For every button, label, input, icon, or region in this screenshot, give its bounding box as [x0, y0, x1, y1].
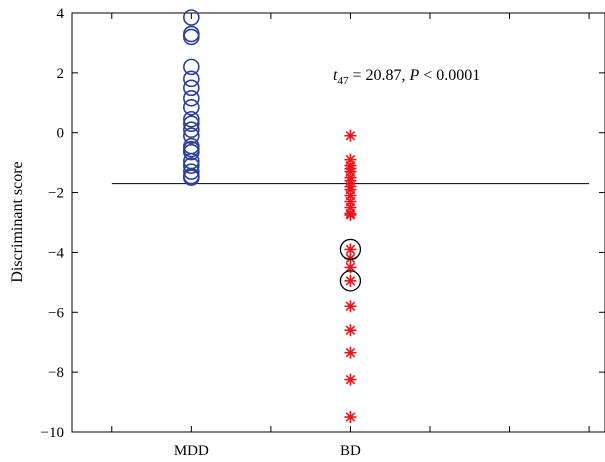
- x-tick-label: MDD: [174, 443, 209, 459]
- statistic-annotation: t47 = 20.87, P < 0.0001: [333, 67, 480, 87]
- bd-point: [344, 261, 357, 274]
- p-symbol: P: [408, 67, 419, 84]
- plot-area-frame: [71, 12, 605, 433]
- mdd-point: [183, 28, 200, 46]
- mdd-point: [183, 127, 200, 145]
- t-value: = 20.87,: [348, 67, 409, 84]
- mdd-point: [183, 115, 200, 133]
- bd-point: [344, 243, 357, 256]
- mdd-point: [183, 110, 200, 128]
- y-tick-label: −2: [48, 186, 64, 202]
- data-marks: [183, 9, 362, 424]
- mdd-point: [183, 121, 200, 139]
- y-tick-labels: 4 2 0 −2 −4 −6 −8 −10: [41, 6, 65, 441]
- mdd-point: [183, 70, 200, 88]
- bd-point: [344, 209, 357, 222]
- y-tick-label: −6: [48, 305, 64, 321]
- highlight-circle: [339, 238, 362, 261]
- y-tick-label: −4: [48, 245, 64, 261]
- mdd-point: [183, 9, 200, 26]
- t-symbol: t: [333, 67, 338, 84]
- y-tick-label: 0: [57, 126, 65, 142]
- y-tick-label: 4: [57, 6, 65, 22]
- highlight-circle: [339, 270, 362, 292]
- mdd-point: [183, 163, 200, 180]
- bd-point: [344, 346, 357, 359]
- mdd-point: [183, 157, 200, 174]
- y-tick-label: −10: [41, 425, 64, 441]
- x-tick-label: BD: [340, 443, 361, 459]
- t-subscript: 47: [337, 75, 349, 87]
- mdd-point: [183, 89, 200, 107]
- bd-point: [344, 129, 357, 142]
- x-tick-labels: MDD BD: [174, 443, 361, 459]
- y-tick-label: −8: [48, 365, 64, 381]
- p-value: < 0.0001: [419, 67, 480, 84]
- bd-point: [344, 324, 357, 337]
- mdd-point: [183, 58, 200, 76]
- y-tick-label: 2: [57, 66, 65, 82]
- bd-point: [344, 300, 357, 313]
- mdd-point: [183, 169, 200, 186]
- axis-ticks: [72, 12, 605, 433]
- bd-point: [344, 411, 357, 424]
- bd-point: [344, 274, 357, 287]
- mdd-point: [183, 143, 200, 161]
- bd-point: [344, 373, 357, 386]
- mdd-point: [183, 98, 200, 116]
- y-axis-title: Discriminant score: [9, 161, 26, 282]
- mdd-point: [183, 79, 200, 97]
